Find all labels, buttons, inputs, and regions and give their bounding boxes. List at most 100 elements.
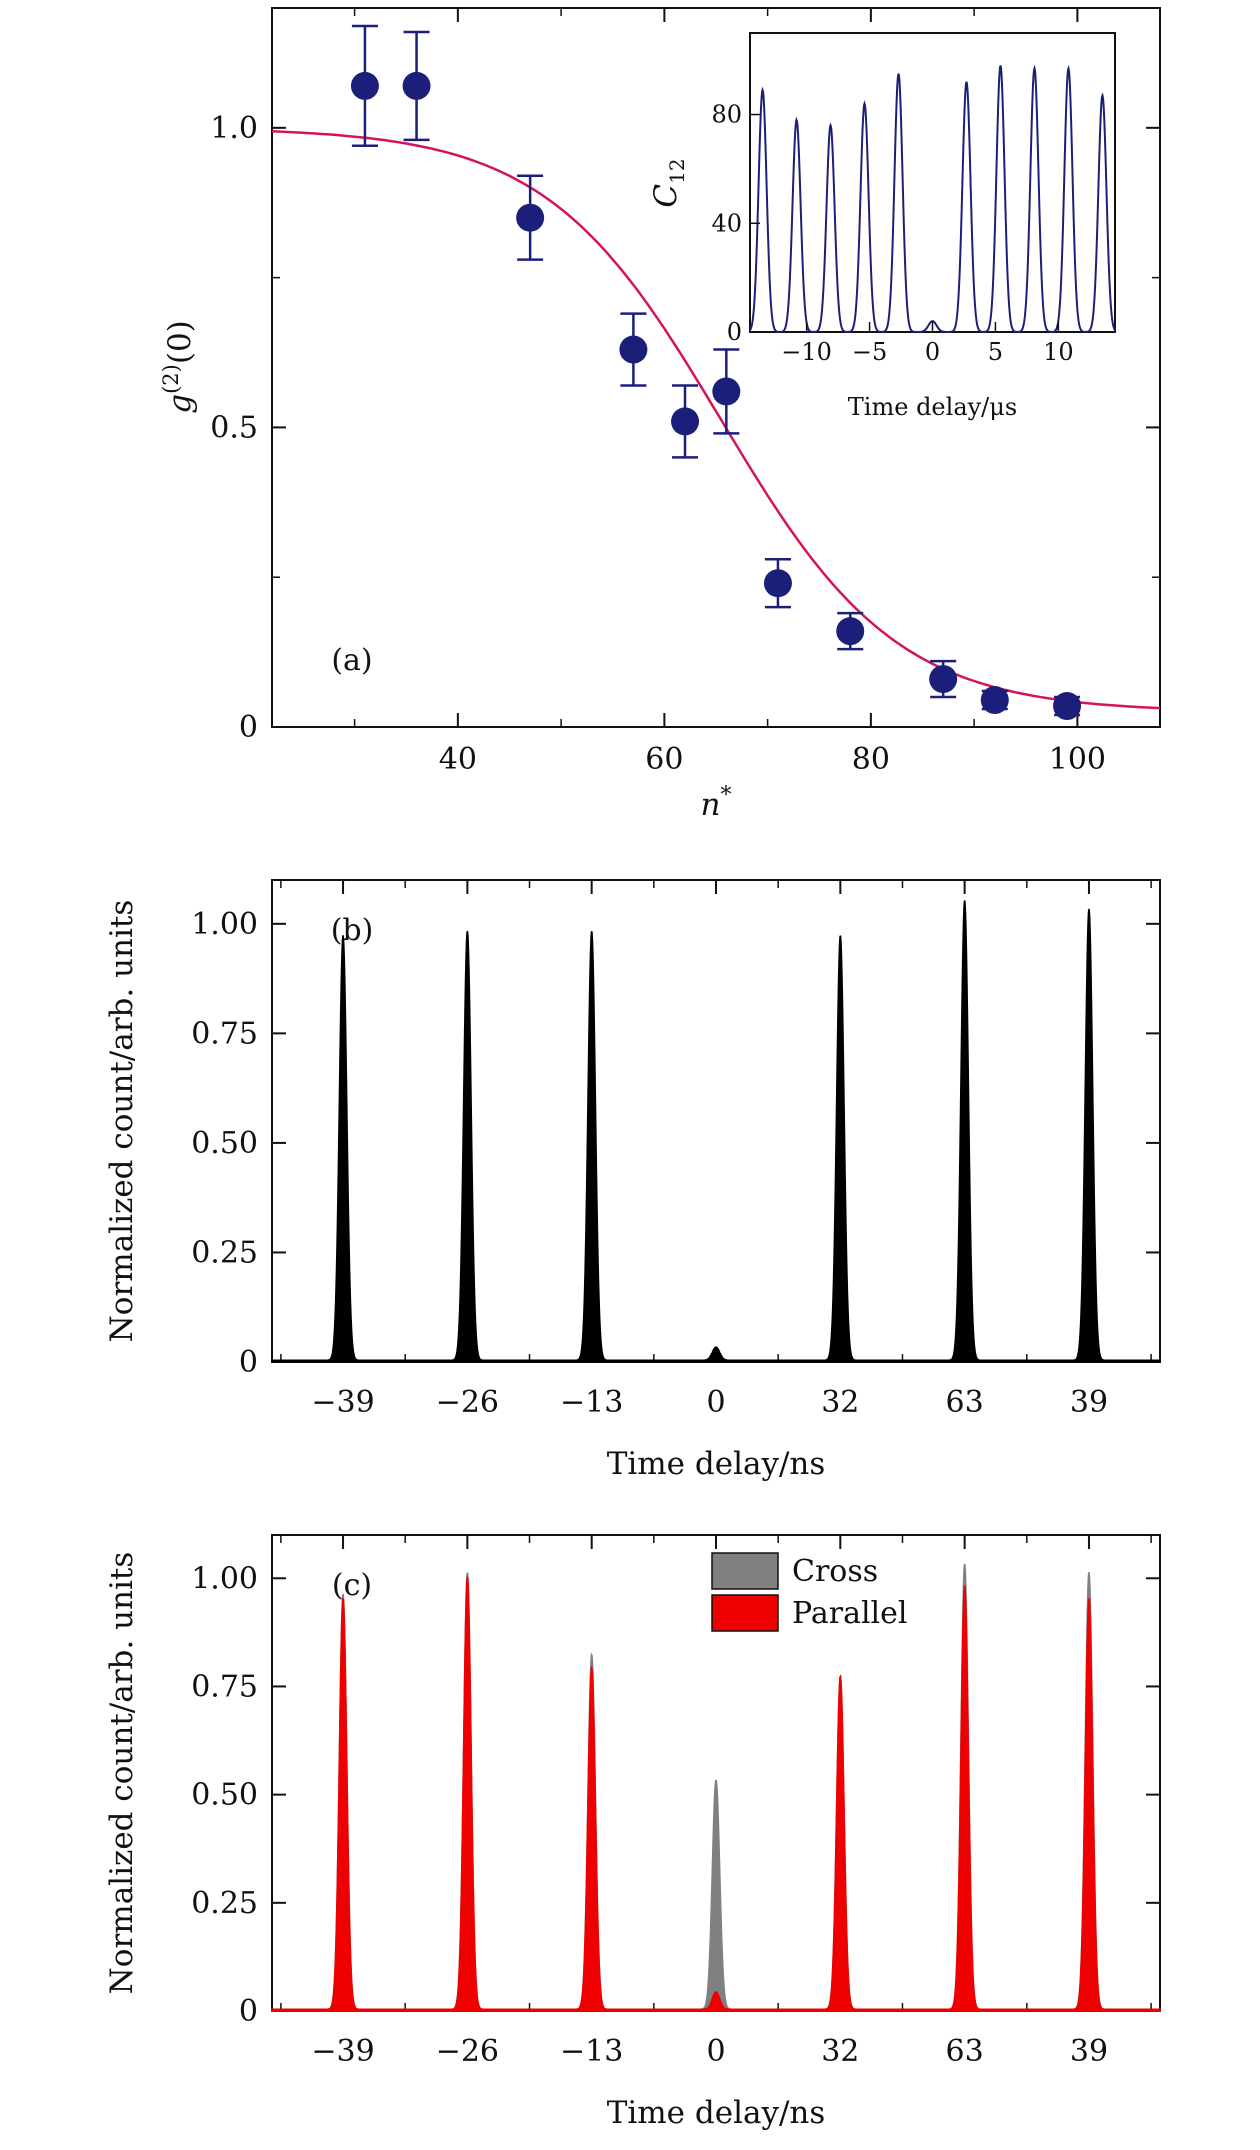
y-tick-label: 1.00 — [191, 907, 258, 942]
y-axis-title-var: g — [162, 394, 198, 414]
panel-frame — [271, 879, 1161, 1363]
y-tick-label: 0 — [239, 710, 258, 745]
series-peak — [1088, 1573, 1090, 1575]
x-tick-label: 32 — [821, 1385, 859, 1420]
inset-peak — [830, 124, 832, 126]
inset-y-axis-title-sub: 12 — [665, 158, 689, 183]
x-tick-label: −26 — [436, 2034, 499, 2069]
inset-peak — [965, 81, 967, 83]
x-axis-title-sup: * — [720, 783, 731, 808]
x-axis-title: Time delay/ns — [607, 2095, 826, 2131]
data-point — [763, 569, 792, 598]
series-peak — [466, 1573, 469, 1575]
x-tick-label: −13 — [560, 2034, 623, 2069]
inset-y-axis-title-var: C — [648, 184, 684, 208]
inset-frame — [749, 32, 1116, 333]
series-peak — [590, 1655, 593, 1657]
y-tick-label: 0.75 — [191, 1669, 258, 1704]
data-point — [836, 617, 865, 646]
x-axis-title: Time delay/ns — [607, 1446, 826, 1482]
legend-label: Cross — [792, 1554, 878, 1589]
inset-y-axis-title: C12 — [648, 158, 689, 207]
inset-x-tick-label: 10 — [1043, 338, 1074, 366]
inset-peak — [1101, 95, 1103, 97]
inset-y-tick-label: 0 — [727, 318, 742, 346]
series-peak — [715, 1348, 717, 1350]
x-tick-label: −39 — [311, 2034, 374, 2069]
y-axis-title: Normalized count/arb. units — [104, 1552, 140, 1995]
inset-x-tick-label: 0 — [925, 338, 940, 366]
series-peak — [963, 1564, 966, 1567]
y-tick-label: 0.75 — [191, 1016, 258, 1051]
data-point — [619, 335, 648, 364]
x-tick-label: 100 — [1049, 742, 1106, 777]
y-tick-label: 0 — [239, 1345, 258, 1380]
inset-peak — [898, 73, 900, 75]
y-tick-label: 0 — [239, 1994, 258, 2029]
series-peak — [1088, 909, 1090, 912]
series-peak — [590, 931, 593, 934]
x-tick-label: −26 — [436, 1385, 499, 1420]
inset-x-tick-label: −10 — [781, 338, 832, 366]
data-point — [671, 407, 700, 436]
data-point — [1053, 692, 1082, 721]
inset-peak — [796, 119, 798, 121]
inset-y-tick-label: 40 — [711, 209, 742, 237]
series-counts-area — [271, 900, 1161, 1363]
inset-peak — [864, 103, 866, 105]
series-peak — [715, 1992, 717, 1995]
legend-label: Parallel — [792, 1596, 908, 1631]
inset-peak — [999, 65, 1001, 67]
data-point — [350, 71, 379, 100]
inset-peak — [762, 89, 764, 91]
series-peak — [342, 1594, 344, 1597]
fit-curve — [271, 130, 1161, 710]
series-peak — [715, 1780, 717, 1783]
x-axis-title-var: n — [701, 787, 721, 823]
inset-x-tick-label: −5 — [852, 338, 887, 366]
data-point — [929, 665, 958, 694]
y-axis-title-arg: (0) — [162, 320, 198, 364]
series-parallel-area — [271, 1576, 1161, 2012]
data-point — [980, 686, 1009, 715]
x-tick-label: 40 — [439, 742, 477, 777]
y-tick-label: 0.25 — [191, 1886, 258, 1921]
series-peak — [466, 1577, 469, 1580]
y-axis-title: g(2)(0) — [159, 320, 198, 414]
series-peak — [342, 936, 344, 938]
x-axis-title: n* — [701, 783, 732, 823]
x-tick-label: 32 — [821, 2034, 859, 2069]
panel-a-frame — [271, 7, 1161, 728]
inset-x-tick-label: 5 — [988, 338, 1003, 366]
series-peak — [466, 931, 469, 934]
inset-peak — [932, 320, 933, 322]
x-tick-label: 63 — [946, 1385, 984, 1420]
data-point — [516, 203, 545, 232]
y-tick-label: 0.5 — [210, 410, 258, 445]
data-point — [402, 71, 431, 100]
series-peak — [342, 1599, 344, 1601]
x-tick-label: 0 — [706, 1385, 725, 1420]
y-tick-label: 0.50 — [191, 1778, 258, 1813]
y-tick-label: 1.00 — [191, 1561, 258, 1596]
legend-swatch — [711, 1552, 779, 1590]
x-tick-label: −39 — [311, 1385, 374, 1420]
panel-tag: (c) — [332, 1568, 372, 1603]
inset-x-axis-title: Time delay/μs — [848, 393, 1017, 421]
inset-peak — [1033, 67, 1035, 69]
panel-tag: (b) — [331, 913, 374, 948]
x-tick-label: 80 — [852, 742, 890, 777]
y-tick-label: 0.25 — [191, 1235, 258, 1270]
panel-a-tag: (a) — [331, 643, 372, 678]
y-axis-title-sup: (2) — [159, 364, 183, 394]
x-tick-label: 63 — [946, 2034, 984, 2069]
x-tick-label: −13 — [560, 1385, 623, 1420]
x-tick-label: 39 — [1070, 2034, 1108, 2069]
inset-peak — [1067, 67, 1069, 69]
legend-swatch — [711, 1594, 779, 1632]
data-point — [712, 377, 741, 406]
inset-y-tick-label: 80 — [711, 101, 742, 129]
y-tick-label: 0.50 — [191, 1126, 258, 1161]
series-peak — [839, 1677, 842, 1679]
